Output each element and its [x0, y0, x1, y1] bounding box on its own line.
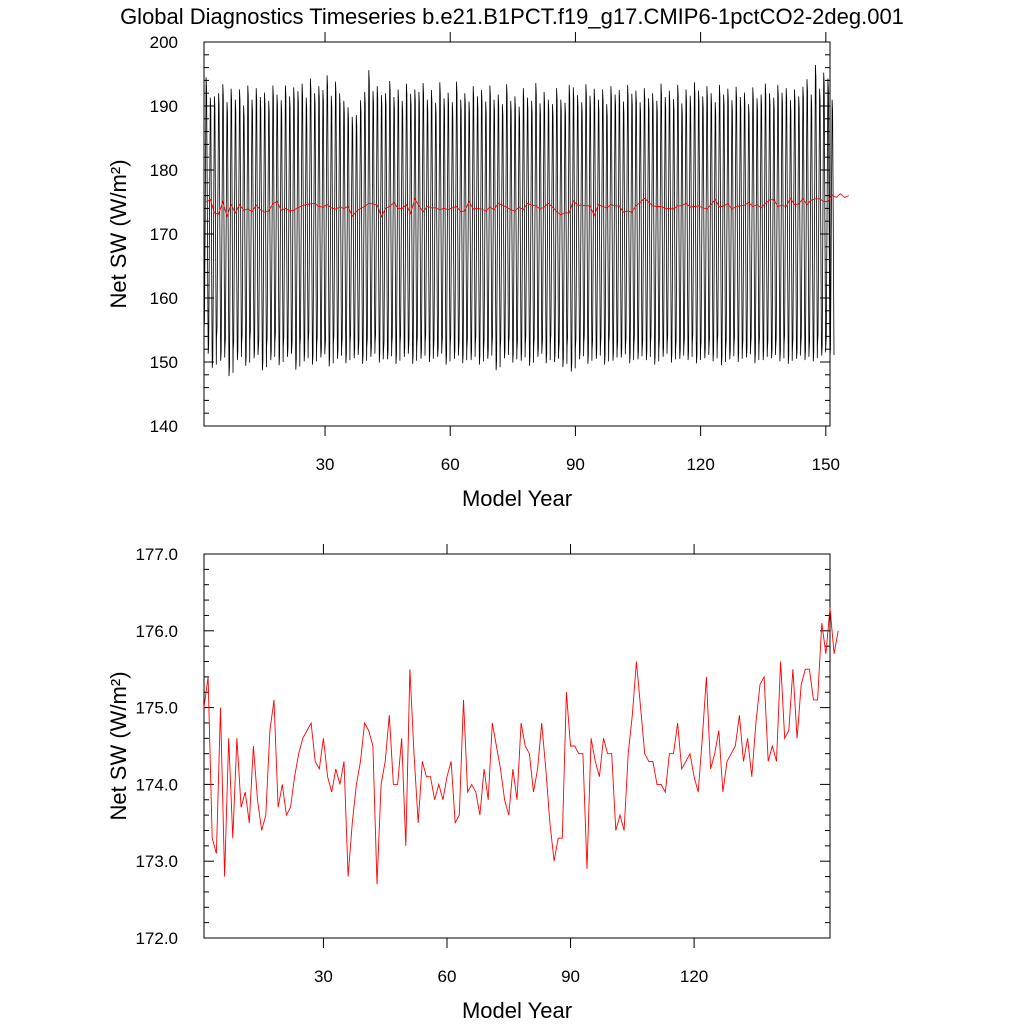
y-tick-label: 140 — [150, 417, 178, 436]
y-tick-label: 150 — [150, 353, 178, 372]
y-tick-label: 177.0 — [135, 545, 178, 564]
x-tick-label: 90 — [566, 455, 585, 474]
x-tick-label: 60 — [441, 455, 460, 474]
y-tick-label: 175.0 — [135, 699, 178, 718]
y-tick-label: 174.0 — [135, 775, 178, 794]
top-timeseries-panel: 140 150 160 170 180 190 200 30 60 90 120 150 Model … — [106, 32, 849, 511]
x-tick-label: 30 — [314, 967, 333, 986]
x-tick-label: 30 — [316, 455, 335, 474]
bottom-axis-ticks: 172.0 173.0 174.0 175.0 176.0 177.0 30 60 90 120 — [135, 544, 830, 986]
y-tick-label: 172.0 — [135, 929, 178, 948]
top-x-axis-label: Model Year — [462, 486, 572, 511]
top-y-axis-label: Net SW (W/m²) — [106, 159, 131, 308]
annual-mean-series-line — [205, 193, 849, 218]
bottom-plot-frame — [203, 553, 831, 939]
y-tick-label: 160 — [150, 289, 178, 308]
x-tick-label: 120 — [686, 455, 714, 474]
x-tick-label: 150 — [812, 455, 840, 474]
x-tick-label: 60 — [438, 967, 457, 986]
figure-title: Global Diagnostics Timeseries b.e21.B1PC… — [120, 4, 904, 29]
y-tick-label: 190 — [150, 97, 178, 116]
y-tick-label: 170 — [150, 225, 178, 244]
y-tick-label: 180 — [150, 161, 178, 180]
bottom-y-axis-label: Net SW (W/m²) — [106, 671, 131, 820]
monthly-series-line — [203, 64, 835, 377]
bottom-plot-lines — [203, 607, 839, 885]
y-tick-label: 176.0 — [135, 622, 178, 641]
x-tick-label: 90 — [561, 967, 580, 986]
annual-mean-series-line — [203, 607, 839, 885]
y-tick-label: 200 — [150, 33, 178, 52]
x-tick-label: 120 — [680, 967, 708, 986]
bottom-x-axis-label: Model Year — [462, 998, 572, 1023]
top-plot-lines — [203, 64, 849, 377]
y-tick-label: 173.0 — [135, 852, 178, 871]
